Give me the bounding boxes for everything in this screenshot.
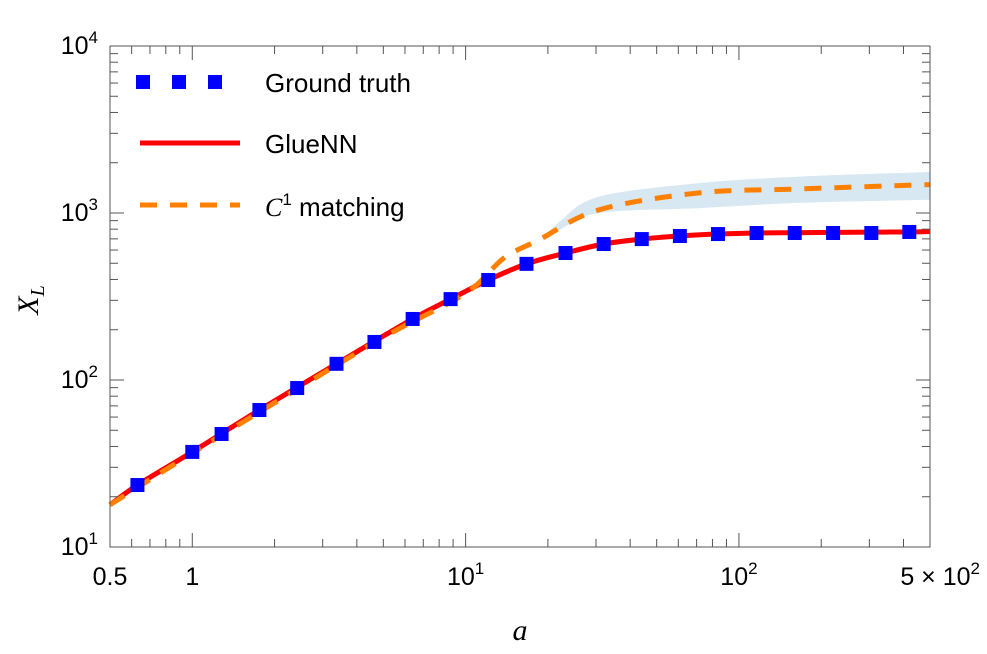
ground-truth-point xyxy=(558,246,573,261)
x-axis-label: a xyxy=(513,614,528,647)
ground-truth-point xyxy=(443,292,458,307)
c1-matching-line xyxy=(108,182,931,507)
ground-truth-point xyxy=(519,256,534,271)
legend-label-ground-truth: Ground truth xyxy=(265,68,411,98)
ground-truth-point xyxy=(672,229,687,244)
ground-truth-point xyxy=(787,225,802,240)
ground-truth-point xyxy=(130,478,145,493)
y-tick-label: 101 xyxy=(61,529,98,561)
ground-truth-point xyxy=(710,227,725,242)
ground-truth-point xyxy=(481,273,496,288)
x-tick-label: 1 xyxy=(185,563,199,591)
ground-truth-point xyxy=(214,426,229,441)
y-tick-label: 103 xyxy=(61,195,98,227)
uncertainty-band xyxy=(541,171,930,240)
legend-label-c1-matching: C1 matching xyxy=(265,190,405,222)
legend-square-marker xyxy=(136,75,150,89)
ground-truth-point xyxy=(902,224,917,239)
ground-truth-point xyxy=(634,232,649,247)
ground-truth-point xyxy=(405,311,420,326)
ground-truth-point xyxy=(367,334,382,349)
x-tick-label: 101 xyxy=(447,559,484,591)
ground-truth-point xyxy=(252,403,267,418)
legend-square-marker xyxy=(208,75,222,89)
ground-truth-point xyxy=(826,225,841,240)
plot-frame xyxy=(109,45,931,548)
legend-square-marker xyxy=(172,75,186,89)
ground-truth-point xyxy=(329,356,344,371)
ground-truth-point xyxy=(864,225,879,240)
x-tick-label: 102 xyxy=(720,559,757,591)
y-tick-label: 102 xyxy=(61,362,98,394)
x-tick-label: 0.5 xyxy=(93,563,128,591)
legend: Ground truth GlueNN C1 matching xyxy=(136,68,411,222)
ground-truth-point xyxy=(749,225,764,240)
legend-label-gluenn: GlueNN xyxy=(265,129,357,159)
ground-truth-point xyxy=(596,237,611,252)
ground-truth-point xyxy=(185,444,200,459)
y-tick-label: 104 xyxy=(61,28,98,60)
gluenn-line xyxy=(108,228,931,507)
y-axis-label: XL xyxy=(12,285,49,315)
ground-truth-point xyxy=(290,381,305,396)
x-tick-label: 5 × 102 xyxy=(900,559,980,591)
